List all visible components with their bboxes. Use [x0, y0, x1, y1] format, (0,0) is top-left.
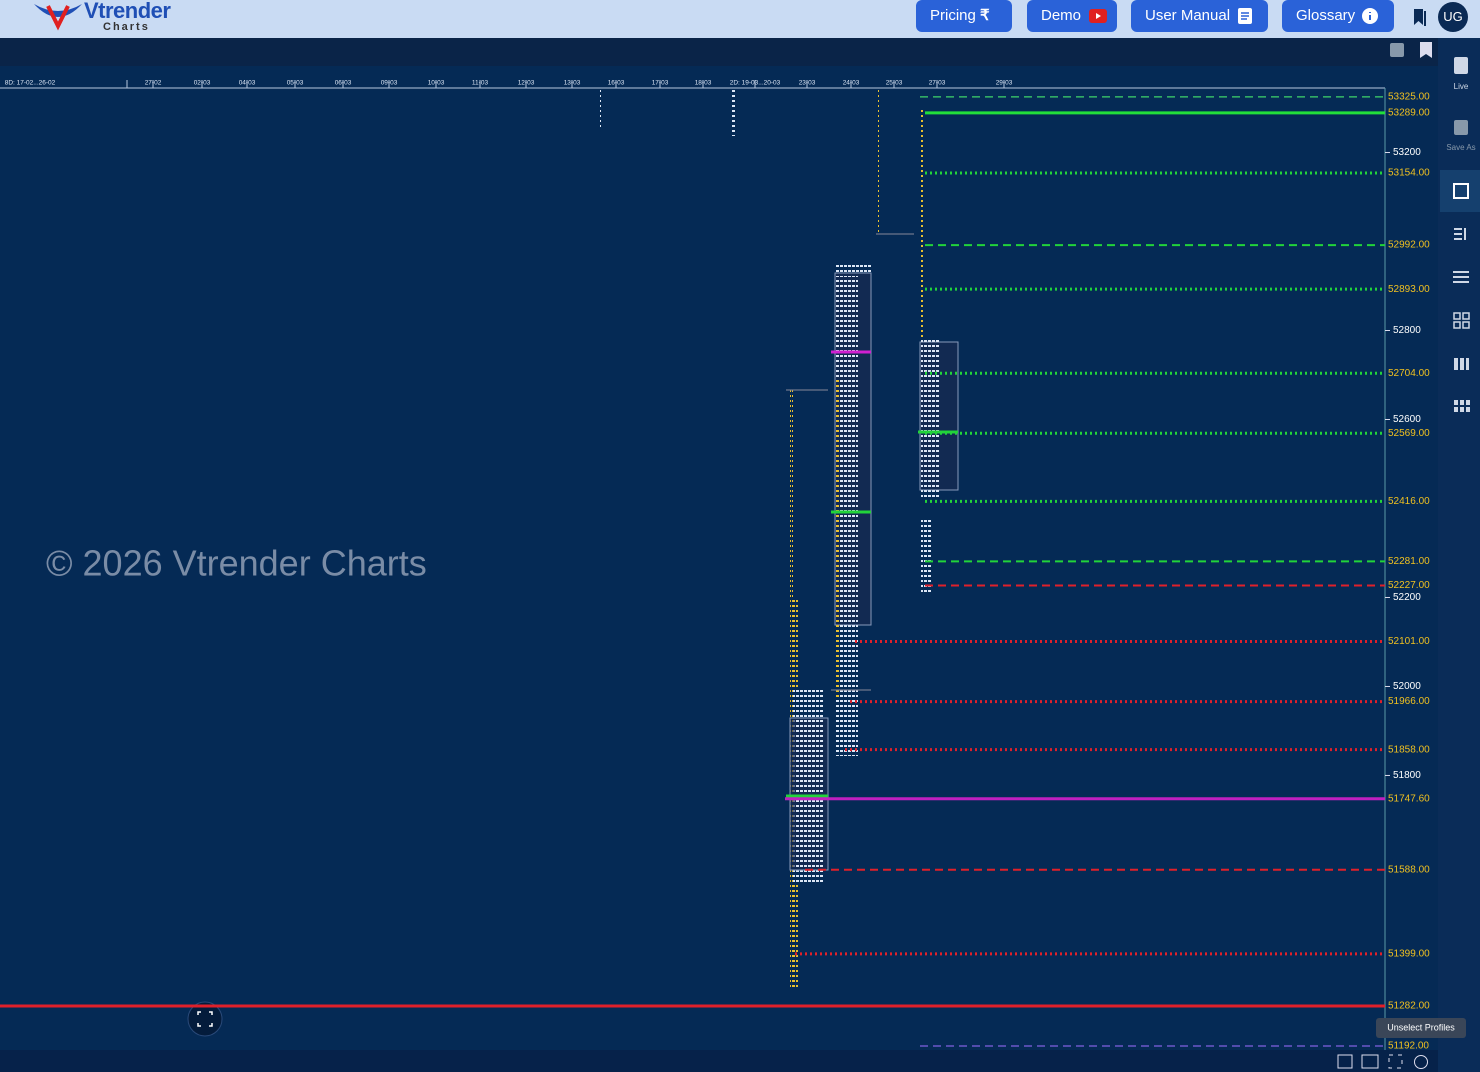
date-label: 09-03 — [381, 80, 398, 87]
tool-icon[interactable] — [1454, 228, 1466, 240]
date-label: 11-03 — [472, 80, 489, 87]
save-icon[interactable] — [1390, 43, 1404, 57]
pricing-button[interactable]: Pricing ₹ — [916, 0, 1012, 32]
icon: ₹ — [980, 7, 990, 24]
sidebar-active — [1440, 170, 1480, 212]
single-profile-icon[interactable] — [1453, 183, 1469, 199]
chart: Live Save As © 2026 Vtrender Charts Unse — [0, 38, 1480, 1072]
level-label: 51858.00 — [1388, 744, 1430, 755]
sidebar-label: Live — [1454, 82, 1469, 91]
bookmark-add-icon[interactable] — [1420, 42, 1432, 58]
level-label: 53289.00 — [1388, 108, 1430, 119]
header: Vtrender Charts Pricing ₹ Demo User Manu… — [0, 0, 1480, 38]
bookmark-icon[interactable] — [1412, 7, 1428, 27]
date-label: 24-03 — [843, 80, 860, 87]
level-label: 51192.00 — [1388, 1041, 1429, 1052]
label: Demo — [1041, 7, 1082, 24]
level-label: 52569.00 — [1388, 428, 1430, 439]
date-label: 27-02 — [145, 80, 162, 87]
y-tick-label: 52800 — [1393, 325, 1421, 336]
manual-button[interactable]: User Manual — [1131, 0, 1268, 32]
y-tick-label: 53200 — [1393, 147, 1421, 158]
label: Glossary — [1296, 7, 1356, 24]
y-tick-label: 51800 — [1393, 770, 1421, 781]
date-label: 29-03 — [996, 80, 1013, 87]
tool-icon[interactable] — [1454, 400, 1470, 412]
date-label: 13-03 — [564, 80, 581, 87]
saveas-icon[interactable] — [1454, 120, 1468, 135]
logo-sub: Charts — [103, 21, 150, 33]
date-label: 8D: 17-02...26-02 — [5, 80, 56, 87]
level-label: 53154.00 — [1388, 168, 1430, 179]
label: User Manual — [1145, 7, 1231, 24]
youtube-icon — [1089, 9, 1107, 23]
y-tick-label: 52000 — [1393, 681, 1421, 692]
watermark: © 2026 Vtrender Charts — [46, 543, 427, 584]
tooltip — [1376, 1018, 1466, 1038]
table-icon[interactable] — [1337, 1054, 1353, 1069]
y-tick-label: 52600 — [1393, 414, 1421, 425]
date-label: 17-03 — [652, 80, 669, 87]
tooltip-text: Unselect Profiles — [1387, 1022, 1455, 1032]
fit-icon[interactable] — [1388, 1054, 1403, 1069]
profiles — [599, 90, 959, 990]
logo[interactable]: Vtrender — [84, 0, 171, 23]
date-label: 18-03 — [695, 80, 712, 87]
level-label: 51966.00 — [1388, 696, 1430, 707]
demo-button[interactable]: Demo — [1027, 0, 1117, 32]
level-label: 51399.00 — [1388, 949, 1430, 960]
date-label: 23-03 — [799, 80, 816, 87]
fit-button[interactable] — [187, 1001, 223, 1037]
rec-icon[interactable] — [1361, 1054, 1379, 1069]
level-label: 53325.00 — [1388, 92, 1430, 103]
tool-icon[interactable] — [1453, 312, 1470, 329]
fit-icon — [197, 1011, 213, 1027]
level-label: 52227.00 — [1388, 580, 1430, 591]
date-label: 25-03 — [886, 80, 903, 87]
level-label: 51282.00 — [1388, 1001, 1430, 1012]
y-tick-label: 52200 — [1393, 592, 1421, 603]
date-label: 12-03 — [518, 80, 535, 87]
date-label: 16-03 — [608, 80, 625, 87]
tool-icon[interactable] — [1453, 271, 1469, 283]
date-label: 05-03 — [287, 80, 304, 87]
live-icon[interactable] — [1454, 57, 1468, 74]
doc-icon — [1238, 8, 1252, 24]
close-icon[interactable] — [1414, 1055, 1428, 1069]
sidebar-label: Save As — [1446, 143, 1475, 152]
level-label: 52281.00 — [1388, 556, 1430, 567]
level-label: 52704.00 — [1388, 368, 1430, 379]
logo-icon — [34, 4, 82, 31]
level-label: 52416.00 — [1388, 496, 1430, 507]
date-label: 2D: 19-03...20-03 — [730, 80, 781, 87]
level-label: 52101.00 — [1388, 636, 1430, 647]
tool-icon[interactable] — [1454, 358, 1469, 370]
plot-bg — [0, 66, 1438, 1050]
date-label: 04-03 — [239, 80, 256, 87]
toolbar — [0, 38, 1438, 66]
label: Pricing — [930, 7, 976, 24]
level-label: 51588.00 — [1388, 864, 1430, 875]
level-label: 51747.60 — [1388, 793, 1430, 804]
date-label: 02-03 — [194, 80, 211, 87]
footer-bar — [0, 1050, 1438, 1072]
date-label: 10-03 — [428, 80, 445, 87]
avatar[interactable]: UG — [1438, 2, 1468, 32]
info-icon — [1362, 8, 1378, 24]
date-label: 27-03 — [929, 80, 946, 87]
level-label: 52992.00 — [1388, 240, 1430, 251]
glossary-button[interactable]: Glossary — [1282, 0, 1394, 32]
level-label: 52893.00 — [1388, 284, 1430, 295]
date-label: 06-03 — [335, 80, 352, 87]
